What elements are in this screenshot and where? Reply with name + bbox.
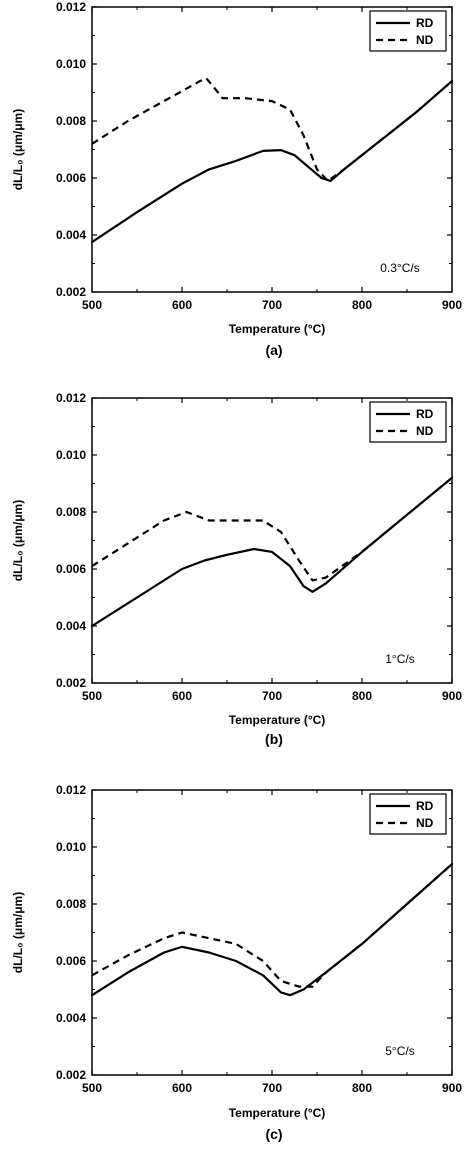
x-axis-label: Temperature (°C) bbox=[229, 1106, 326, 1120]
x-tick-label: 500 bbox=[82, 298, 102, 312]
y-tick-label: 0.004 bbox=[56, 1011, 86, 1025]
legend-label-rd: RD bbox=[416, 407, 434, 421]
x-tick-label: 600 bbox=[172, 1081, 192, 1095]
x-tick-label: 500 bbox=[82, 689, 102, 703]
y-tick-label: 0.010 bbox=[56, 57, 86, 71]
heating-rate-annotation: 1°C/s bbox=[385, 652, 414, 666]
y-tick-label: 0.012 bbox=[56, 783, 86, 797]
chart-panel-3: 500 600 700 800 900 0.002 0.004 0.006 0.008 0.010… bbox=[11, 783, 462, 1142]
y-tick-label: 0.004 bbox=[56, 228, 86, 242]
y-axis-label: dL/L₀ (μm/μm) bbox=[11, 892, 25, 973]
panel-label: (c) bbox=[265, 1126, 282, 1142]
y-tick-label: 0.010 bbox=[56, 448, 86, 462]
x-axis-label: Temperature (°C) bbox=[229, 322, 326, 336]
panel-label: (b) bbox=[265, 731, 283, 747]
x-tick-label: 900 bbox=[442, 1081, 462, 1095]
y-axis-label: dL/L₀ (μm/μm) bbox=[11, 109, 25, 190]
y-tick-label: 0.002 bbox=[56, 676, 86, 690]
x-tick-label: 600 bbox=[172, 689, 192, 703]
y-tick-label: 0.008 bbox=[56, 897, 86, 911]
y-tick-label: 0.006 bbox=[56, 171, 86, 185]
legend-label-nd: ND bbox=[416, 424, 434, 438]
legend-label-rd: RD bbox=[416, 16, 434, 30]
heating-rate-annotation: 0.3°C/s bbox=[380, 261, 419, 275]
x-tick-label: 600 bbox=[172, 298, 192, 312]
series-line-rd bbox=[90, 476, 454, 628]
legend: RD ND bbox=[369, 793, 447, 835]
panel-label: (a) bbox=[265, 342, 282, 358]
series-line-rd bbox=[90, 79, 454, 244]
series-line-rd bbox=[90, 862, 454, 997]
legend-box bbox=[369, 793, 447, 835]
x-tick-label: 700 bbox=[262, 689, 282, 703]
y-tick-label: 0.002 bbox=[56, 285, 86, 299]
y-tick-label: 0.012 bbox=[56, 0, 86, 14]
x-tick-label: 900 bbox=[442, 298, 462, 312]
x-tick-label: 900 bbox=[442, 689, 462, 703]
y-tick-label: 0.002 bbox=[56, 1068, 86, 1082]
chart-panel-2: 500 600 700 800 900 0.002 0.004 0.006 0.008 0.010… bbox=[11, 391, 462, 747]
x-tick-label: 800 bbox=[352, 689, 372, 703]
y-tick-label: 0.006 bbox=[56, 954, 86, 968]
heating-rate-annotation: 5°C/s bbox=[385, 1044, 414, 1058]
y-tick-label: 0.012 bbox=[56, 391, 86, 405]
y-tick-label: 0.008 bbox=[56, 505, 86, 519]
y-tick-label: 0.008 bbox=[56, 114, 86, 128]
legend-box bbox=[369, 401, 447, 443]
legend-label-rd: RD bbox=[416, 799, 434, 813]
series-line-nd bbox=[91, 476, 453, 582]
legend-box bbox=[369, 10, 447, 52]
legend-label-nd: ND bbox=[416, 33, 434, 47]
x-axis-label: Temperature (°C) bbox=[229, 713, 326, 727]
legend: RD ND bbox=[369, 10, 447, 52]
x-tick-label: 800 bbox=[352, 1081, 372, 1095]
y-tick-label: 0.010 bbox=[56, 840, 86, 854]
series-line-nd bbox=[91, 863, 453, 988]
legend-label-nd: ND bbox=[416, 816, 434, 830]
y-tick-label: 0.004 bbox=[56, 619, 86, 633]
chart-panel-1: 500 600 700 800 900 0.002 0.004 0.006 0.008 0.010… bbox=[11, 0, 462, 358]
legend: RD ND bbox=[369, 401, 447, 443]
x-tick-label: 700 bbox=[262, 298, 282, 312]
y-axis-label: dL/L₀ (μm/μm) bbox=[11, 500, 25, 581]
x-tick-label: 700 bbox=[262, 1081, 282, 1095]
x-tick-label: 500 bbox=[82, 1081, 102, 1095]
y-tick-label: 0.006 bbox=[56, 562, 86, 576]
series-line-nd bbox=[91, 77, 453, 182]
x-tick-label: 800 bbox=[352, 298, 372, 312]
